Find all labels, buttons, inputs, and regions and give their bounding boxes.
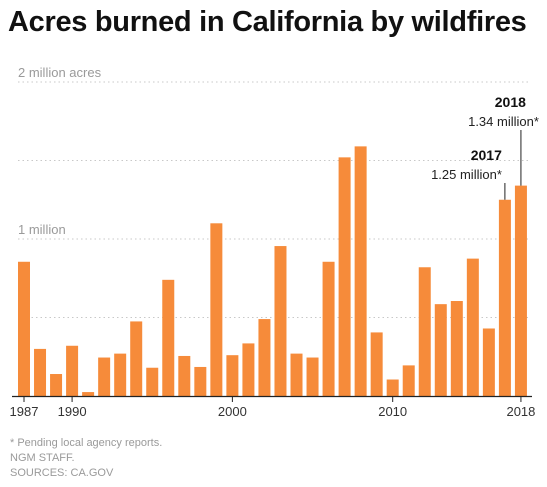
y-tick-label: 2 million acres: [18, 65, 102, 80]
bar: [130, 321, 143, 396]
chart-title: Acres burned in California by wildfires: [8, 6, 527, 38]
bar: [306, 357, 319, 396]
annotation-year: 2018: [495, 94, 526, 110]
bar: [50, 374, 63, 396]
x-tick-label: 1990: [58, 404, 87, 419]
bar: [434, 304, 447, 396]
bar: [498, 199, 511, 396]
bar: [210, 223, 223, 396]
bar: [146, 367, 159, 396]
bar: [338, 157, 351, 396]
footnote: * Pending local agency reports.: [10, 437, 163, 449]
x-tick-label: 2018: [506, 404, 535, 419]
bar: [370, 332, 383, 396]
bar: [482, 328, 495, 396]
bar: [354, 146, 367, 396]
bar: [82, 392, 95, 396]
bar: [194, 366, 207, 396]
bar: [98, 357, 111, 396]
annotation-year: 2017: [471, 147, 502, 163]
bar: [514, 185, 527, 396]
bar: [258, 319, 271, 396]
x-tick-label: 2000: [218, 404, 247, 419]
bar: [386, 379, 399, 396]
bar: [322, 261, 335, 396]
bar: [66, 345, 79, 396]
annotation-value: 1.25 million*: [431, 167, 502, 182]
bar: [162, 279, 175, 396]
bar: [466, 258, 479, 396]
bar: [274, 246, 287, 396]
bar: [226, 355, 239, 396]
sources: SOURCES: CA.GOV: [10, 467, 114, 479]
bar: [290, 353, 303, 396]
annotation-value: 1.34 million*: [468, 114, 539, 129]
bar: [418, 267, 431, 396]
bar: [242, 343, 255, 396]
credit: NGM STAFF.: [10, 452, 75, 464]
bar: [18, 261, 30, 396]
bar: [178, 355, 191, 396]
bar: [34, 348, 47, 396]
x-tick-label: 2010: [378, 404, 407, 419]
x-tick-label: 1987: [10, 404, 39, 419]
bar: [402, 365, 415, 396]
bar: [114, 353, 127, 396]
bar: [450, 301, 463, 396]
y-tick-label: 1 million: [18, 222, 66, 237]
